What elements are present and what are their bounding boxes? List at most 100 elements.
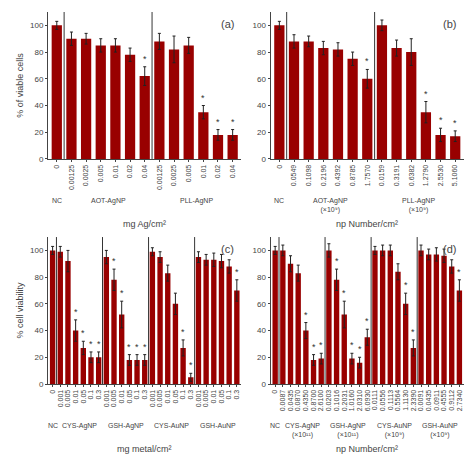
svg-text:0.02: 0.02 (126, 165, 133, 179)
svg-text:*: * (189, 360, 193, 370)
svg-text:40: 40 (257, 326, 266, 335)
svg-text:*: * (201, 93, 205, 103)
svg-text:1.2790: 1.2790 (422, 165, 429, 187)
svg-text:0.1098: 0.1098 (305, 165, 312, 187)
svg-text:0.04: 0.04 (229, 165, 236, 179)
svg-text:100: 100 (253, 21, 267, 30)
svg-text:0.1: 0.1 (87, 390, 94, 400)
svg-text:0.1: 0.1 (225, 390, 232, 400)
svg-text:*: * (404, 280, 408, 290)
svg-text:0.0087: 0.0087 (279, 390, 286, 412)
svg-text:0.01: 0.01 (200, 165, 207, 179)
svg-text:100: 100 (30, 246, 44, 255)
svg-text:0.8700: 0.8700 (310, 390, 317, 412)
svg-text:*: * (89, 339, 93, 349)
svg-text:mg metal/cm²: mg metal/cm² (117, 444, 172, 454)
svg-text:*: * (457, 267, 461, 277)
svg-text:0.1: 0.1 (133, 390, 140, 400)
svg-text:CYS-AgNP: CYS-AgNP (62, 422, 97, 430)
svg-text:20: 20 (34, 353, 43, 362)
svg-text:*: * (181, 327, 185, 337)
svg-text:60: 60 (257, 75, 266, 84)
svg-text:0.8785: 0.8785 (349, 165, 356, 187)
svg-text:mg Ag/cm²: mg Ag/cm² (123, 219, 166, 229)
svg-text:0.0159: 0.0159 (378, 165, 385, 187)
svg-text:0.1113: 0.1113 (387, 390, 394, 410)
svg-text:0: 0 (39, 155, 44, 164)
svg-text:0.001: 0.001 (103, 390, 110, 408)
svg-text:5.1060: 5.1060 (451, 165, 458, 187)
svg-text:0.005: 0.005 (202, 390, 209, 408)
svg-text:0: 0 (262, 155, 267, 164)
svg-text:0.4555: 0.4555 (440, 390, 447, 412)
svg-text:0.3: 0.3 (187, 390, 194, 400)
svg-text:2.7340: 2.7340 (456, 390, 463, 412)
svg-text:40: 40 (34, 326, 43, 335)
svg-text:AOT-AgNP: AOT-AgNP (91, 197, 126, 205)
svg-text:PLL-AgNP: PLL-AgNP (180, 197, 213, 205)
svg-text:0.005: 0.005 (110, 390, 117, 408)
svg-text:*: * (97, 339, 101, 349)
svg-text:*: * (319, 340, 323, 350)
svg-text:2.3390: 2.3390 (410, 390, 417, 412)
svg-text:*: * (127, 342, 131, 352)
svg-text:*: * (135, 342, 139, 352)
svg-text:0.0911: 0.0911 (433, 390, 440, 411)
svg-text:0.3: 0.3 (233, 390, 240, 400)
svg-text:0: 0 (276, 165, 283, 169)
svg-text:*: * (358, 344, 362, 354)
svg-text:2.0310: 2.0310 (356, 390, 363, 412)
svg-text:0.001: 0.001 (195, 390, 202, 408)
svg-text:0: 0 (39, 380, 44, 389)
svg-text:0.005: 0.005 (64, 390, 71, 408)
svg-text:*: * (304, 310, 308, 320)
svg-text:*: * (143, 54, 147, 64)
svg-text:*: * (424, 89, 428, 99)
svg-text:0.01: 0.01 (164, 390, 171, 404)
svg-text:(d): (d) (443, 243, 456, 255)
svg-text:CYS-AuNP(×10⁹): CYS-AuNP(×10⁹) (377, 422, 412, 439)
svg-text:0.1016: 0.1016 (333, 390, 340, 412)
svg-text:80: 80 (257, 48, 266, 57)
svg-text:20: 20 (257, 353, 266, 362)
svg-text:np Number/cm²: np Number/cm² (336, 444, 398, 454)
svg-text:(a): (a) (221, 18, 234, 30)
svg-text:0.02: 0.02 (214, 165, 221, 179)
svg-text:0.0549: 0.0549 (290, 165, 297, 187)
svg-text:*: * (342, 288, 346, 298)
svg-text:0.1: 0.1 (179, 390, 186, 400)
svg-text:0.2196: 0.2196 (320, 165, 327, 187)
svg-text:0.05: 0.05 (218, 390, 225, 404)
svg-text:*: * (350, 340, 354, 350)
svg-text:0.0025: 0.0025 (170, 165, 177, 187)
svg-text:GSH-AuNP(×10⁹): GSH-AuNP(×10⁹) (422, 422, 458, 439)
svg-text:60: 60 (34, 75, 43, 84)
svg-text:0.005: 0.005 (156, 390, 163, 408)
svg-text:NC: NC (52, 197, 62, 204)
svg-text:*: * (365, 56, 369, 66)
svg-text:80: 80 (34, 273, 43, 282)
svg-text:0.00125: 0.00125 (156, 165, 163, 190)
svg-text:*: * (120, 288, 124, 298)
svg-text:CYS-AgNP(×10¹¹): CYS-AgNP(×10¹¹) (285, 422, 320, 439)
svg-text:6.0930: 6.0930 (364, 390, 371, 412)
svg-text:0.0111: 0.0111 (371, 390, 378, 410)
svg-text:1.1130: 1.1130 (402, 390, 409, 411)
svg-text:60: 60 (34, 300, 43, 309)
svg-text:PLL-AgNP(×10⁹): PLL-AgNP(×10⁹) (402, 197, 435, 214)
svg-text:40: 40 (257, 101, 266, 110)
svg-text:*: * (74, 307, 78, 317)
svg-text:80: 80 (34, 48, 43, 57)
svg-text:0.01: 0.01 (72, 390, 79, 404)
svg-text:(b): (b) (443, 18, 456, 30)
svg-text:0.6382: 0.6382 (408, 165, 415, 187)
svg-text:% cell viability: % cell viability (15, 282, 25, 339)
svg-text:NC: NC (48, 422, 58, 429)
svg-text:GSH-AuNP: GSH-AuNP (200, 422, 236, 429)
svg-text:0.3: 0.3 (95, 390, 102, 400)
svg-text:1.7570: 1.7570 (364, 165, 371, 187)
svg-text:0.01: 0.01 (118, 390, 125, 404)
svg-text:0.0091: 0.0091 (417, 390, 424, 412)
svg-text:2.5530: 2.5530 (437, 165, 444, 187)
svg-text:AOT-AgNP(×10⁹): AOT-AgNP(×10⁹) (313, 197, 348, 214)
